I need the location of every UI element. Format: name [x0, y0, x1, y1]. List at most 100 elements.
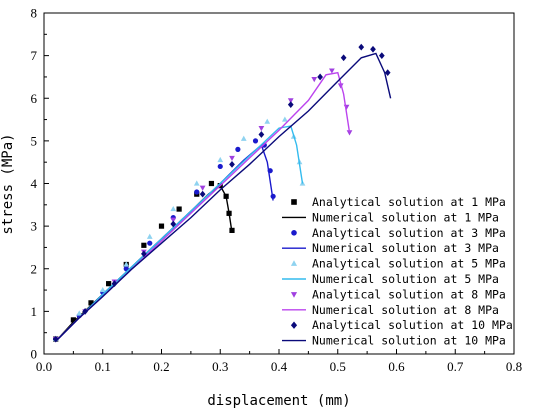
y-tick-label: 1	[31, 304, 38, 319]
legend-item: Numerical solution at 10 MPa	[282, 334, 506, 348]
data-point	[337, 83, 344, 89]
data-point	[384, 69, 391, 77]
data-point	[258, 131, 265, 138]
legend-item: Numerical solution at 5 MPa	[282, 272, 499, 286]
data-point	[199, 185, 206, 191]
data-point	[170, 217, 177, 223]
x-tick-label: 0.4	[271, 359, 288, 374]
legend-label: Numerical solution at 5 MPa	[312, 272, 499, 286]
data-point	[88, 300, 94, 306]
legend-item: Numerical solution at 8 MPa	[282, 303, 499, 317]
data-point	[378, 52, 385, 60]
data-point	[170, 205, 177, 212]
y-axis: 0 1 2 3 4 5 6 7 8	[31, 6, 49, 362]
series-4	[55, 143, 274, 342]
x-axis: 0.0 0.1 0.2 0.3 0.4 0.5 0.6 0.7 0.8	[36, 349, 522, 374]
plot-area	[52, 43, 392, 343]
data-point	[147, 240, 153, 246]
series-10	[55, 52, 392, 342]
legend-label: Analytical solution at 1 MPa	[312, 195, 506, 209]
y-tick-label: 6	[31, 91, 38, 106]
legend-item: Analytical solution at 8 MPa	[290, 287, 506, 301]
y-tick-label: 0	[31, 347, 38, 362]
data-point	[252, 138, 259, 144]
legend-label: Analytical solution at 10 MPa	[312, 318, 513, 332]
data-point	[340, 54, 347, 62]
data-point	[329, 68, 335, 74]
data-point	[106, 281, 112, 287]
data-point	[170, 220, 177, 228]
data-point	[146, 233, 153, 239]
data-point	[141, 250, 147, 258]
data-point	[208, 180, 215, 187]
y-tick-label: 7	[31, 48, 38, 63]
data-point	[287, 98, 294, 104]
series-line	[55, 184, 233, 342]
data-point	[229, 155, 235, 162]
data-point	[111, 280, 118, 288]
data-point	[70, 317, 76, 323]
legend-swatch	[290, 292, 298, 298]
data-point	[199, 190, 206, 198]
data-point	[240, 135, 247, 141]
legend-item: Numerical solution at 1 MPa	[282, 210, 499, 224]
data-point	[258, 126, 265, 132]
series-line	[55, 143, 274, 342]
data-point	[217, 163, 223, 170]
legend-swatch	[291, 199, 297, 205]
legend-label: Analytical solution at 8 MPa	[312, 287, 506, 301]
data-point	[317, 73, 323, 81]
data-point	[123, 261, 130, 267]
x-tick-label: 0.2	[153, 359, 169, 374]
x-axis-title: displacement (mm)	[207, 393, 350, 409]
data-point	[311, 76, 318, 83]
data-point	[176, 206, 182, 212]
legend-label: Numerical solution at 1 MPa	[312, 210, 499, 224]
y-tick-label: 8	[31, 6, 38, 21]
y-tick-label: 2	[31, 261, 38, 276]
y-axis-title: stress (MPa)	[0, 133, 16, 234]
legend-label: Numerical solution at 3 MPa	[312, 241, 499, 255]
legend-swatch	[290, 260, 298, 266]
data-point	[76, 310, 83, 316]
legend-label: Analytical solution at 5 MPa	[312, 257, 506, 271]
data-point	[99, 286, 106, 293]
x-tick-label: 0.0	[36, 359, 52, 374]
series-line	[55, 125, 304, 342]
y-tick-label: 3	[31, 219, 38, 234]
x-tick-label: 0.5	[330, 359, 346, 374]
data-point	[194, 189, 200, 195]
data-point	[264, 118, 271, 124]
data-point	[217, 156, 224, 163]
data-point	[358, 43, 365, 51]
x-tick-label: 0.6	[388, 359, 405, 374]
x-tick-label: 0.3	[212, 359, 228, 374]
legend-label: Analytical solution at 3 MPa	[312, 226, 506, 240]
series-line	[55, 52, 392, 342]
legend-item: Analytical solution at 3 MPa	[291, 226, 506, 240]
y-tick-label: 4	[31, 176, 38, 191]
legend-swatch	[291, 230, 297, 236]
series-6	[55, 125, 304, 342]
y-tick-label: 5	[31, 133, 38, 148]
data-point	[287, 101, 294, 109]
data-point	[346, 130, 353, 136]
x-tick-label: 0.7	[447, 359, 464, 374]
series-2	[55, 184, 233, 342]
data-point	[158, 223, 165, 229]
x-tick-label: 0.1	[95, 359, 111, 374]
data-point	[193, 180, 200, 186]
legend-item: Numerical solution at 3 MPa	[282, 241, 499, 255]
data-point	[282, 116, 288, 122]
x-tick-label: 0.8	[506, 359, 522, 374]
data-point	[141, 242, 147, 248]
data-point	[370, 45, 376, 53]
legend-item: Analytical solution at 5 MPa	[290, 257, 506, 271]
legend-swatch	[290, 321, 298, 329]
legend-item: Analytical solution at 10 MPa	[290, 318, 513, 332]
legend-item: Analytical solution at 1 MPa	[291, 195, 506, 209]
data-point	[229, 160, 235, 168]
legend-label: Numerical solution at 8 MPa	[312, 303, 499, 317]
